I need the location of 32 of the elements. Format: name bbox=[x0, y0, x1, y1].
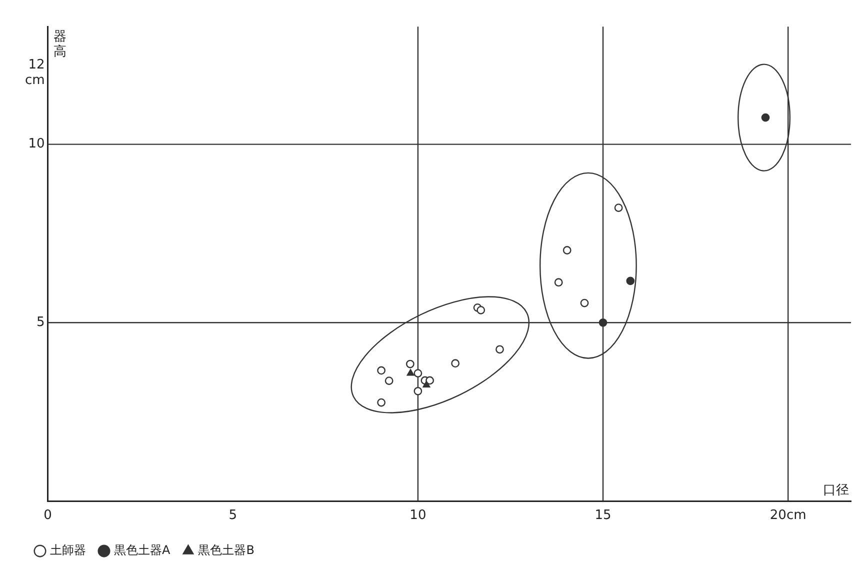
x-tick-label: 0 bbox=[44, 508, 52, 523]
point bbox=[377, 366, 386, 375]
point bbox=[377, 398, 386, 407]
y-tick-label: 5 bbox=[36, 315, 45, 330]
point bbox=[451, 359, 460, 368]
point bbox=[406, 369, 414, 376]
point bbox=[562, 246, 572, 254]
point bbox=[580, 298, 589, 308]
y-tick-label: 12 cm bbox=[25, 58, 45, 88]
point bbox=[496, 345, 504, 354]
x-tick-label: 10 bbox=[410, 508, 426, 523]
point bbox=[598, 318, 608, 327]
x-tick-label: 15 bbox=[594, 508, 612, 523]
x-axis-title: 口径 bbox=[823, 482, 849, 498]
point bbox=[414, 386, 422, 396]
legend-label: 黒色土器A bbox=[114, 543, 171, 558]
point bbox=[384, 376, 394, 385]
point bbox=[761, 113, 770, 122]
point bbox=[414, 369, 422, 378]
point bbox=[614, 204, 623, 212]
x-tick-label: 20cm bbox=[770, 508, 806, 523]
point bbox=[422, 380, 430, 388]
x-tick-label: 5 bbox=[228, 508, 238, 523]
y-tick-label: 10 bbox=[28, 136, 45, 152]
point bbox=[406, 360, 414, 368]
point bbox=[626, 276, 635, 286]
point bbox=[476, 306, 486, 314]
point bbox=[426, 376, 434, 385]
legend-label: 土師器 bbox=[50, 543, 86, 558]
y-axis-title: 器高 bbox=[53, 29, 66, 60]
legend-label: 黒色土器B bbox=[198, 543, 254, 558]
point bbox=[554, 278, 563, 287]
